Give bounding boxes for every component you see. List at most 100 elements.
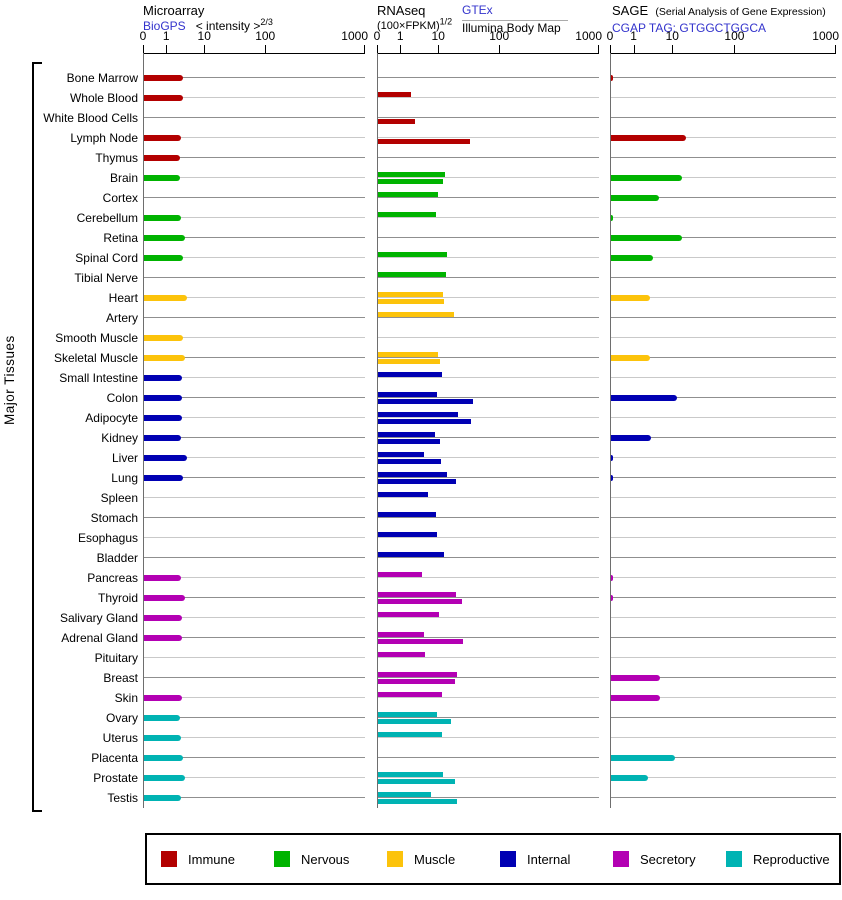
axis-tick-label: 0 (373, 29, 381, 43)
row-baseline (611, 117, 836, 118)
tissue-bar (611, 595, 614, 601)
row-baseline (378, 117, 599, 118)
biogps-link[interactable]: BioGPS (143, 19, 186, 33)
tissue-bar-gtex (378, 652, 426, 657)
tissue-bar-gtex (378, 92, 411, 97)
row-baseline (378, 297, 599, 298)
tissue-label: Thymus (95, 151, 138, 165)
tissue-bar-gtex (378, 472, 447, 477)
row-baseline (611, 197, 836, 198)
legend-swatch-reproductive (726, 851, 742, 867)
row-baseline (144, 757, 365, 758)
axis-tick-label: 1 (396, 29, 404, 43)
major-tissues-axis-label: Major Tissues (2, 335, 17, 425)
tissue-bar (144, 155, 181, 161)
legend-item: Internal (500, 851, 613, 867)
tissue-bar (144, 375, 182, 381)
tissue-bar (611, 255, 654, 261)
tissue-bar (144, 355, 186, 361)
legend-item: Muscle (387, 851, 500, 867)
tissue-label: Prostate (93, 771, 138, 785)
row-baseline (378, 637, 599, 638)
row-baseline (144, 257, 365, 258)
row-baseline (144, 617, 365, 618)
tissue-label: Thyroid (97, 591, 138, 605)
row-baseline (144, 97, 365, 98)
row-baseline (144, 557, 365, 558)
row-baseline (378, 577, 599, 578)
axis-tick (610, 45, 611, 54)
tissue-label: Spleen (100, 491, 138, 505)
axis-tick-label: 1 (162, 29, 170, 43)
legend-swatch-immune (161, 851, 177, 867)
tissue-bar (144, 755, 183, 761)
row-baseline (144, 437, 365, 438)
tissue-bar (144, 775, 186, 781)
sage-header: SAGE (Serial Analysis of Gene Expression… (612, 3, 826, 36)
rnaseq-axis: 0 1 10 100 1000 (374, 29, 602, 54)
tissue-label: Testis (107, 791, 138, 805)
tissue-group-legend: Immune Nervous Muscle Internal Secretory Repr… (145, 833, 841, 885)
rnaseq-formula: (100×FPKM) (377, 20, 440, 32)
tissue-bar-gtex (378, 172, 445, 177)
tissue-bar-gtex (378, 772, 443, 777)
tissue-bar-gtex (378, 712, 437, 717)
axis-tick (734, 45, 736, 54)
row-baseline (611, 577, 836, 578)
gtex-link[interactable]: GTEx (462, 3, 568, 21)
row-baseline (611, 297, 836, 298)
row-baseline (144, 597, 365, 598)
sage-title: SAGE (612, 3, 649, 18)
cgap-tag-link[interactable]: CGAP TAG: GTGGCTGGCA (612, 21, 767, 35)
tissue-label: Lung (111, 471, 138, 485)
tissue-bar-bodymap (378, 679, 455, 684)
axis-tick-label: 10 (197, 29, 211, 43)
axis-tick-label: 10 (431, 29, 445, 43)
tissue-bar-gtex (378, 492, 428, 497)
row-baseline (378, 377, 599, 378)
legend-item: Nervous (274, 851, 387, 867)
row-baseline (144, 357, 365, 358)
tissue-bar-gtex (378, 792, 432, 797)
tissue-bar-bodymap (378, 139, 470, 144)
legend-item: Secretory (613, 851, 726, 867)
tissue-bar (144, 235, 186, 241)
row-baseline (144, 377, 365, 378)
tissue-label: Skin (114, 691, 138, 705)
tissue-bar-bodymap (378, 399, 474, 404)
tissue-bar (144, 295, 188, 301)
tissue-bar-gtex (378, 452, 424, 457)
tissue-bar (144, 335, 183, 341)
tissue-bar (611, 455, 614, 461)
tissue-bar (144, 695, 182, 701)
row-baseline (378, 317, 599, 318)
axis-tick (204, 45, 206, 54)
tissue-label: Bladder (96, 551, 138, 565)
row-baseline (144, 337, 365, 338)
axis-tick (438, 45, 440, 54)
rnaseq-sources: GTEx Illumina Body Map (462, 3, 568, 36)
tissue-bar-bodymap (378, 479, 456, 484)
tissue-bar-bodymap (378, 299, 445, 304)
row-baseline (611, 237, 836, 238)
axis-tick (598, 45, 599, 54)
axis-tick (499, 45, 501, 54)
row-baseline (611, 397, 836, 398)
row-baseline (144, 237, 365, 238)
legend-label: Immune (188, 851, 235, 867)
row-baseline (611, 417, 836, 418)
row-baseline (611, 437, 836, 438)
row-baseline (378, 217, 599, 218)
tissue-bar (611, 215, 614, 221)
tissue-label: Spinal Cord (75, 251, 138, 265)
legend-label: Nervous (301, 851, 350, 867)
axis-tick-label: 1 (630, 29, 637, 43)
tissue-bar (144, 395, 182, 401)
tissue-label: Ovary (105, 711, 138, 725)
row-baseline (144, 777, 365, 778)
tissue-label: Liver (111, 451, 138, 465)
axis-tick-label: 100 (724, 29, 745, 43)
row-baseline (378, 537, 599, 538)
tissue-bar-gtex (378, 312, 455, 317)
row-baseline (144, 457, 365, 458)
